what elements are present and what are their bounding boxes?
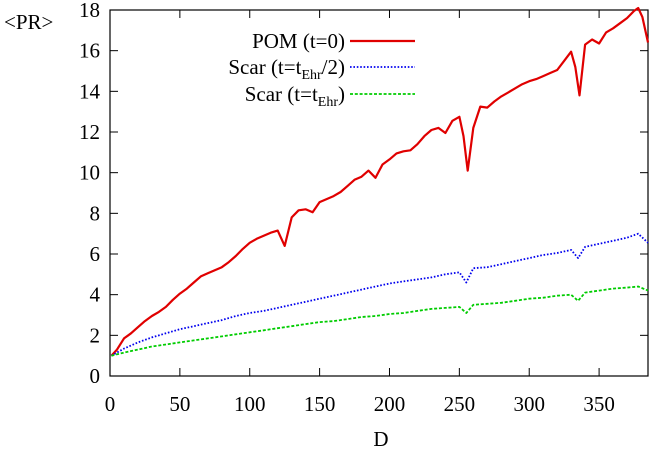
legend-label-1: POM (t=0) <box>252 29 345 53</box>
y-tick-label: 16 <box>79 39 100 63</box>
x-tick-label: 100 <box>234 392 266 416</box>
y-tick-label: 14 <box>79 79 101 103</box>
y-tick-label: 8 <box>90 201 101 225</box>
series-line-1 <box>110 6 649 357</box>
x-axis-label: D <box>373 427 388 451</box>
legend-label-3: Scar (t=tEhr) <box>245 82 345 110</box>
y-tick-label: 6 <box>90 242 101 266</box>
x-tick-label: 50 <box>169 392 190 416</box>
y-tick-label: 2 <box>90 323 101 347</box>
plot-frame <box>109 9 649 377</box>
y-tick-label: 10 <box>79 161 100 185</box>
y-tick-label: 18 <box>79 0 100 22</box>
legend: POM (t=0)Scar (t=tEhr/2)Scar (t=tEhr) <box>228 29 415 110</box>
x-tick-label: 350 <box>583 392 615 416</box>
y-tick-label: 12 <box>79 120 100 144</box>
x-tick-label: 250 <box>444 392 476 416</box>
y-tick-label: 0 <box>90 364 101 388</box>
legend-label-2: Scar (t=tEhr/2) <box>228 55 345 83</box>
series-lines <box>110 6 649 357</box>
series-line-2 <box>110 232 649 357</box>
y-axis-label: <PR> <box>4 10 53 34</box>
series-line-3 <box>111 285 649 357</box>
x-tick-label: 150 <box>304 392 336 416</box>
x-tick-label: 200 <box>374 392 406 416</box>
axes: 0 50 100 150 200 250 300 350 0 2 4 6 8 10 12 14 16 18 <box>79 0 649 416</box>
y-tick-label: 4 <box>90 283 101 307</box>
x-tick-label: 300 <box>513 392 545 416</box>
x-tick-label: 0 <box>105 392 116 416</box>
